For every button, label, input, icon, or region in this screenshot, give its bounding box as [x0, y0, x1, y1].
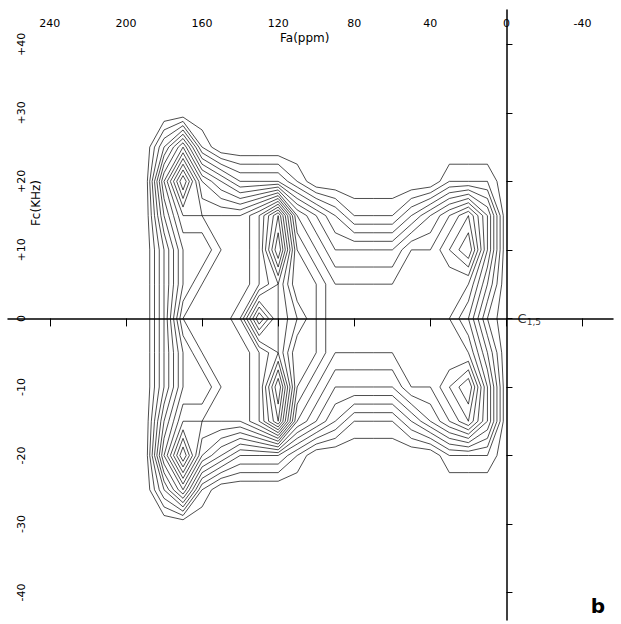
svg-text:160: 160	[192, 17, 213, 30]
svg-text:40: 40	[423, 17, 437, 30]
svg-text:0: 0	[15, 315, 28, 322]
svg-text:Fc(KHz): Fc(KHz)	[29, 180, 43, 226]
svg-text:Fa(ppm): Fa(ppm)	[280, 31, 329, 45]
svg-text:120: 120	[268, 17, 289, 30]
svg-text:b: b	[591, 594, 605, 618]
svg-text:240: 240	[39, 17, 60, 30]
svg-text:-40: -40	[15, 584, 28, 602]
svg-text:+30: +30	[15, 101, 28, 124]
svg-text:200: 200	[115, 17, 136, 30]
svg-text:1,5: 1,5	[527, 317, 541, 327]
svg-text:C: C	[518, 311, 527, 326]
svg-text:-30: -30	[15, 515, 28, 533]
svg-text:+10: +10	[15, 238, 28, 261]
svg-text:0: 0	[503, 17, 510, 30]
svg-text:+40: +40	[15, 33, 28, 56]
svg-text:-40: -40	[574, 17, 592, 30]
svg-text:80: 80	[347, 17, 361, 30]
svg-text:+20: +20	[15, 170, 28, 193]
svg-text:-10: -10	[15, 378, 28, 396]
svg-text:-20: -20	[15, 447, 28, 465]
